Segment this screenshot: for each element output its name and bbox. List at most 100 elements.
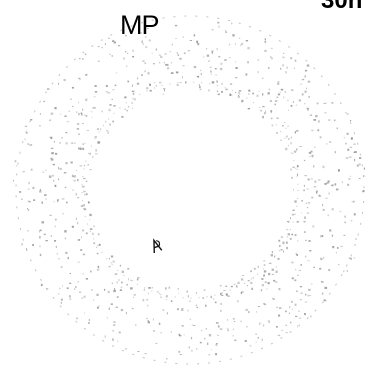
seal-speckle bbox=[324, 299, 327, 302]
seal-speckle bbox=[216, 48, 218, 51]
seal-speckle bbox=[78, 147, 80, 150]
seal-speckle bbox=[275, 270, 278, 273]
seal-speckle bbox=[72, 189, 74, 191]
seal-speckle bbox=[234, 92, 237, 93]
seal-speckle bbox=[199, 86, 201, 88]
seal-speckle bbox=[39, 188, 41, 192]
seal-speckle bbox=[334, 183, 337, 186]
seal-speckle bbox=[133, 293, 136, 296]
seal-speckle bbox=[331, 102, 334, 104]
seal-speckle bbox=[125, 311, 127, 315]
seal-speckle bbox=[188, 346, 190, 349]
seal-speckle bbox=[147, 28, 149, 29]
seal-speckle bbox=[305, 202, 308, 204]
seal-speckle bbox=[325, 197, 328, 199]
seal-speckle bbox=[282, 56, 285, 59]
seal-speckle bbox=[93, 107, 96, 109]
seal-speckle bbox=[93, 242, 96, 245]
seal-speckle bbox=[299, 317, 301, 319]
seal-speckle bbox=[230, 94, 233, 96]
seal-speckle bbox=[64, 237, 67, 240]
seal-speckle bbox=[81, 297, 84, 299]
seal-speckle bbox=[89, 213, 92, 217]
seal-speckle bbox=[97, 60, 100, 62]
seal-speckle bbox=[280, 67, 282, 70]
seal-speckle bbox=[142, 43, 144, 45]
seal-speckle bbox=[306, 212, 310, 214]
seal-speckle bbox=[50, 235, 52, 237]
seal-speckle bbox=[268, 272, 271, 276]
seal-speckle bbox=[182, 76, 183, 79]
seal-speckle bbox=[65, 251, 68, 254]
seal-speckle bbox=[80, 112, 83, 115]
seal-speckle bbox=[96, 252, 99, 255]
seal-speckle bbox=[325, 102, 327, 104]
seal-speckle bbox=[303, 231, 306, 233]
seal-speckle bbox=[78, 112, 80, 116]
seal-speckle bbox=[277, 81, 280, 83]
seal-speckle bbox=[308, 240, 311, 242]
seal-speckle bbox=[113, 321, 116, 323]
seal-speckle bbox=[306, 207, 308, 209]
seal-speckle bbox=[109, 53, 111, 56]
seal-speckle bbox=[200, 69, 202, 72]
seal-speckle bbox=[127, 268, 130, 270]
seal-speckle bbox=[130, 287, 133, 290]
seal-speckle bbox=[43, 100, 45, 103]
seal-speckle bbox=[93, 299, 95, 301]
seal-speckle bbox=[294, 59, 297, 62]
seal-speckle bbox=[322, 209, 325, 211]
seal-speckle bbox=[187, 309, 189, 312]
seal-speckle bbox=[266, 288, 268, 290]
seal-speckle bbox=[165, 295, 168, 298]
seal-speckle bbox=[239, 37, 241, 39]
seal-speckle bbox=[169, 51, 171, 53]
seal-speckle bbox=[88, 322, 90, 324]
seal-speckle bbox=[301, 200, 303, 202]
seal-speckle bbox=[307, 260, 310, 262]
seal-speckle bbox=[264, 41, 266, 43]
seal-speckle bbox=[245, 40, 249, 42]
seal-speckle bbox=[72, 174, 74, 177]
seal-speckle bbox=[335, 251, 337, 254]
seal-speckle bbox=[251, 287, 253, 290]
seal-speckle bbox=[268, 67, 270, 70]
seal-speckle bbox=[353, 143, 356, 145]
seal-speckle bbox=[66, 121, 69, 123]
seal-speckle bbox=[339, 210, 342, 213]
seal-speckle bbox=[280, 236, 283, 239]
seal-speckle bbox=[225, 88, 228, 91]
seal-speckle bbox=[295, 252, 297, 255]
seal-speckle bbox=[267, 320, 270, 322]
seal-speckle bbox=[304, 216, 306, 219]
seal-speckle bbox=[65, 162, 68, 165]
seal-speckle bbox=[50, 158, 54, 161]
seal-speckle bbox=[113, 39, 115, 42]
seal-speckle bbox=[109, 265, 111, 268]
seal-speckle bbox=[155, 48, 157, 51]
seal-speckle bbox=[144, 36, 147, 38]
seal-speckle bbox=[311, 196, 314, 199]
seal-speckle bbox=[126, 283, 128, 286]
seal-speckle bbox=[324, 112, 327, 114]
seal-speckle bbox=[151, 287, 153, 289]
seal-speckle bbox=[104, 288, 106, 291]
seal-speckle bbox=[149, 83, 151, 86]
seal-speckle bbox=[219, 328, 223, 330]
seal-speckle bbox=[71, 175, 74, 178]
seal-speckle bbox=[136, 82, 140, 85]
seal-speckle bbox=[221, 83, 223, 85]
seal-speckle bbox=[62, 213, 65, 215]
seal-speckle bbox=[99, 243, 101, 245]
seal-speckle bbox=[347, 183, 350, 186]
seal-speckle bbox=[187, 50, 190, 52]
seal-speckle bbox=[344, 215, 346, 218]
seal-speckle bbox=[144, 70, 146, 73]
seal-speckle bbox=[82, 185, 85, 188]
seal-speckle bbox=[126, 109, 128, 112]
seal-speckle bbox=[125, 51, 127, 53]
seal-speckle bbox=[65, 131, 67, 133]
seal-speckle bbox=[77, 239, 81, 241]
seal-speckle bbox=[307, 80, 311, 83]
seal-speckle bbox=[177, 288, 179, 290]
